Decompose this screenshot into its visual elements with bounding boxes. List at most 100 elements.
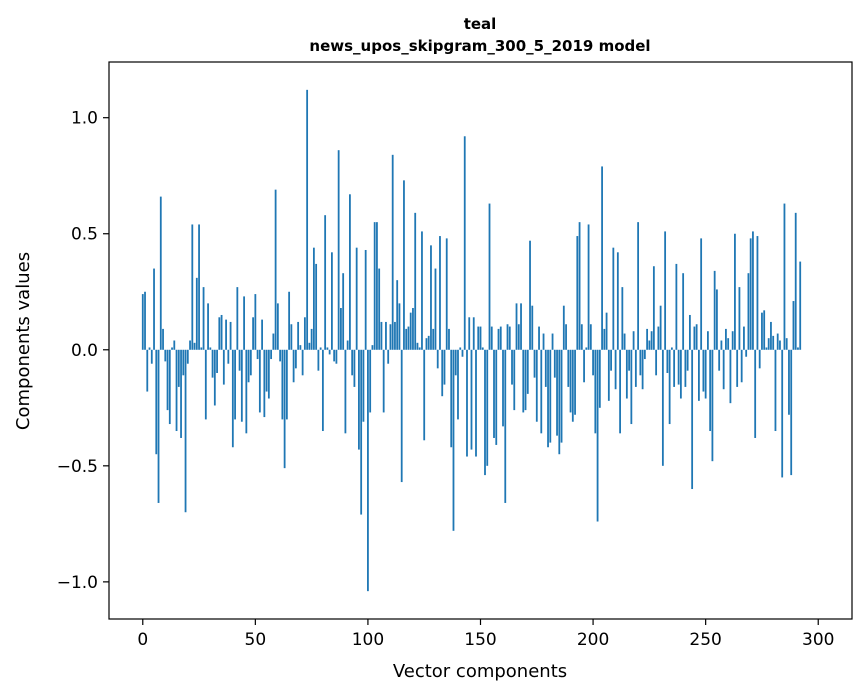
bar	[461, 349, 464, 357]
bar	[511, 349, 513, 385]
bar	[484, 349, 486, 476]
bar	[448, 328, 450, 350]
bar	[389, 324, 392, 350]
bar	[157, 349, 160, 503]
bar	[308, 342, 311, 350]
bar	[659, 305, 662, 350]
bar	[688, 314, 691, 350]
bar	[675, 263, 678, 350]
bar	[596, 349, 599, 522]
bar	[698, 349, 700, 401]
bar	[414, 212, 417, 350]
bar	[159, 196, 162, 350]
bar	[677, 349, 680, 385]
bar	[385, 321, 387, 350]
bar	[556, 349, 558, 436]
bar	[740, 349, 743, 383]
bar	[783, 203, 786, 350]
bar	[580, 324, 583, 350]
bar	[551, 333, 554, 350]
bar	[727, 338, 730, 350]
bar	[362, 349, 365, 422]
bar	[788, 349, 790, 415]
bar	[646, 328, 649, 350]
bar	[709, 349, 712, 432]
bar	[360, 349, 363, 515]
bar	[398, 303, 401, 350]
bar	[542, 333, 545, 350]
bar	[387, 349, 390, 364]
bar	[335, 349, 338, 364]
bar	[630, 349, 633, 425]
bar	[477, 326, 480, 350]
bar	[351, 349, 354, 376]
bar	[290, 324, 293, 350]
bar	[288, 291, 291, 350]
bar	[324, 215, 327, 350]
x-tick-label: 250	[689, 630, 721, 650]
bar	[785, 338, 788, 350]
bar	[439, 236, 441, 350]
bar	[193, 342, 196, 350]
bar	[430, 245, 432, 350]
bar	[634, 349, 637, 387]
bar	[592, 349, 594, 376]
bar	[567, 349, 570, 387]
bar	[497, 328, 500, 350]
bar	[490, 326, 493, 350]
bar	[799, 261, 802, 350]
bar	[616, 252, 619, 350]
x-tick-label: 0	[137, 630, 148, 650]
bar	[168, 349, 171, 425]
bar	[576, 236, 579, 350]
bar	[445, 238, 448, 350]
bar	[641, 349, 644, 390]
bar	[337, 150, 340, 350]
bar	[200, 347, 203, 350]
bar	[529, 240, 531, 350]
bar	[524, 349, 527, 411]
bar	[776, 333, 779, 350]
bar	[612, 247, 615, 350]
bar	[184, 349, 187, 513]
bar	[657, 326, 660, 350]
bar	[655, 349, 658, 376]
bar	[256, 349, 259, 360]
bar	[578, 222, 581, 350]
bar	[423, 349, 426, 441]
bar	[245, 349, 248, 434]
bar	[164, 349, 167, 362]
bar	[637, 222, 640, 350]
bar	[486, 349, 489, 466]
bar	[650, 331, 653, 350]
bar	[767, 338, 770, 350]
bar	[632, 331, 635, 350]
bar	[761, 312, 763, 350]
bar	[628, 349, 630, 371]
bar	[367, 349, 369, 592]
bar	[355, 247, 358, 350]
bar	[571, 349, 574, 422]
bar	[614, 349, 617, 390]
bar	[209, 347, 212, 350]
bar	[502, 349, 504, 427]
bar	[463, 136, 466, 350]
bar	[394, 321, 396, 350]
bar	[515, 303, 518, 350]
bar	[333, 349, 336, 362]
bar	[218, 317, 221, 350]
bar	[731, 331, 734, 350]
bar	[610, 349, 612, 371]
bar	[621, 287, 624, 350]
bar	[619, 349, 621, 434]
bar	[756, 236, 759, 350]
bar	[358, 349, 360, 450]
bar	[457, 349, 459, 420]
bar	[349, 194, 351, 350]
bar	[310, 328, 313, 350]
bar	[171, 347, 173, 350]
bar	[294, 349, 297, 369]
bar	[661, 349, 664, 466]
bar	[711, 349, 714, 462]
bar	[587, 224, 590, 350]
